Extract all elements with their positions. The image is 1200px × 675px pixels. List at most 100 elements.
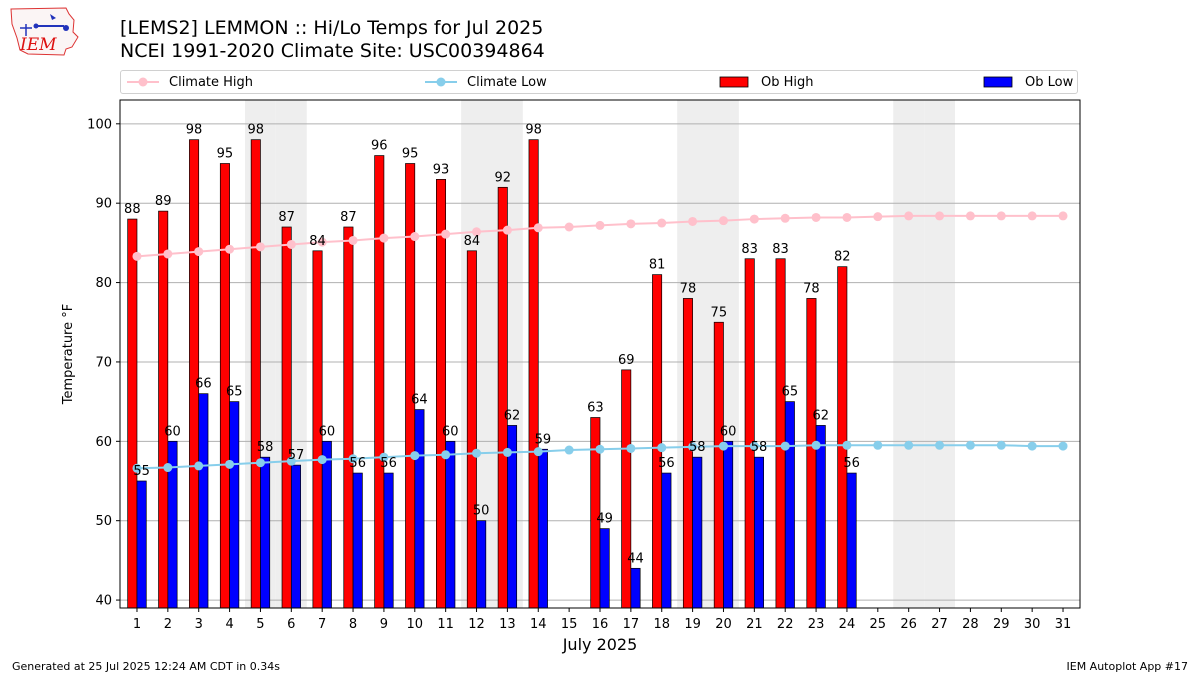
ob-low-bar-6 [290,464,301,609]
ob-low-label-23: 62 [812,408,829,423]
climate-low-point-4 [225,459,235,469]
ob-low-bar-20 [723,440,734,609]
xtick-label-25: 25 [870,617,887,632]
ob-low-label-13: 62 [504,408,521,423]
climate-high-point-1 [132,251,142,261]
climate-low-point-15 [564,445,574,455]
xtick-label-9: 9 [380,617,388,632]
ob-high-bar-10 [405,163,416,609]
xtick-label-23: 23 [808,617,825,632]
ob-low-bar-11 [445,440,456,609]
climate-high-point-21 [749,214,759,224]
ob-high-label-12: 84 [464,234,481,249]
ob-low-label-5: 58 [257,440,274,455]
climate-high-point-5 [255,242,265,252]
climate-low-point-9 [379,452,389,462]
ob-low-label-9: 56 [380,456,397,471]
ob-high-bar-13 [497,186,508,609]
ob-high-label-13: 92 [494,170,511,185]
ob-high-label-9: 96 [371,139,388,154]
ob-high-label-14: 98 [525,123,542,138]
ob-low-bar-16 [599,528,610,609]
climate-low-point-7 [317,455,327,465]
climate-low-point-5 [255,458,265,468]
ob-high-label-16: 63 [587,401,604,416]
legend-ob-high-swatch [719,76,749,88]
xtick-label-16: 16 [592,617,609,632]
ob-low-bar-24 [846,472,857,609]
ob-low-bar-21 [753,456,764,609]
ob-high-label-17: 69 [618,353,635,368]
generated-timestamp: Generated at 25 Jul 2025 12:24 AM CDT in… [12,660,280,673]
climate-low-point-22 [780,441,790,451]
ob-high-bar-5 [250,139,261,609]
climate-high-point-24 [842,212,852,222]
climate-low-point-21 [749,441,759,451]
xtick-label-1: 1 [133,617,141,632]
climate-low-point-26 [904,440,914,450]
xtick-label-20: 20 [715,617,732,632]
xtick-label-30: 30 [1024,617,1041,632]
xtick-label-11: 11 [437,617,454,632]
climate-low-point-10 [410,451,420,461]
climate-low-point-3 [194,461,204,471]
weekend-shade-day-27 [924,100,955,608]
ob-high-label-23: 78 [803,281,820,296]
ob-high-bar-23 [806,298,817,609]
legend-climate-high-swatch [127,77,159,87]
ob-high-bar-1 [127,218,138,609]
ob-high-label-24: 82 [834,250,851,265]
ob-low-label-20: 60 [720,424,737,439]
climate-low-point-30 [1027,441,1037,451]
ob-low-label-19: 58 [689,440,706,455]
ob-high-label-11: 93 [433,162,450,177]
climate-low-point-1 [132,463,142,473]
chart-title: [LEMS2] LEMMON :: Hi/Lo Temps for Jul 20… [120,17,544,39]
ytick-label-100: 100 [87,117,112,132]
x-axis-title: July 2025 [562,635,638,654]
climate-high-point-3 [194,247,204,257]
ob-high-label-5: 98 [248,123,265,138]
climate-high-point-29 [996,211,1006,221]
ob-low-label-16: 49 [596,512,613,527]
ob-high-label-18: 81 [649,258,666,273]
climate-high-point-14 [533,223,543,233]
climate-high-point-27 [935,211,945,221]
legend-ob-high: Ob High [719,71,814,93]
app-credit: IEM Autoplot App #17 [1066,660,1189,673]
climate-high-point-16 [595,220,605,230]
xtick-label-19: 19 [684,617,701,632]
climate-high-point-11 [441,229,451,239]
legend-climate-low-label: Climate Low [467,74,547,90]
ob-low-bar-14 [537,448,548,609]
xtick-label-14: 14 [530,617,547,632]
climate-low-point-29 [996,440,1006,450]
xtick-label-5: 5 [256,617,264,632]
climate-low-point-31 [1058,441,1068,451]
xtick-label-7: 7 [318,617,326,632]
ob-high-label-2: 89 [155,194,172,209]
ob-low-bar-4 [229,401,240,609]
ob-low-label-14: 59 [535,432,552,447]
ob-high-bar-18 [652,274,663,609]
climate-high-point-4 [225,244,235,254]
legend-climate-high: Climate High [127,71,253,93]
chart-subtitle: NCEI 1991-2020 Climate Site: USC00394864 [120,40,545,62]
xtick-label-21: 21 [746,617,763,632]
climate-low-point-6 [286,456,296,466]
xtick-label-28: 28 [962,617,979,632]
ob-high-label-10: 95 [402,147,419,162]
climate-low-point-20 [718,441,728,451]
ob-low-label-3: 66 [195,377,212,392]
iem-logo: IEM [10,7,79,56]
climate-low-point-24 [842,440,852,450]
ob-low-label-11: 60 [442,424,459,439]
xtick-label-15: 15 [561,617,578,632]
climate-high-point-7 [317,237,327,247]
xtick-label-2: 2 [164,617,172,632]
ob-low-bar-9 [383,472,394,609]
xtick-label-13: 13 [499,617,516,632]
ob-low-label-6: 57 [288,448,305,463]
climate-high-point-18 [657,218,667,228]
ob-low-bar-5 [260,456,271,609]
